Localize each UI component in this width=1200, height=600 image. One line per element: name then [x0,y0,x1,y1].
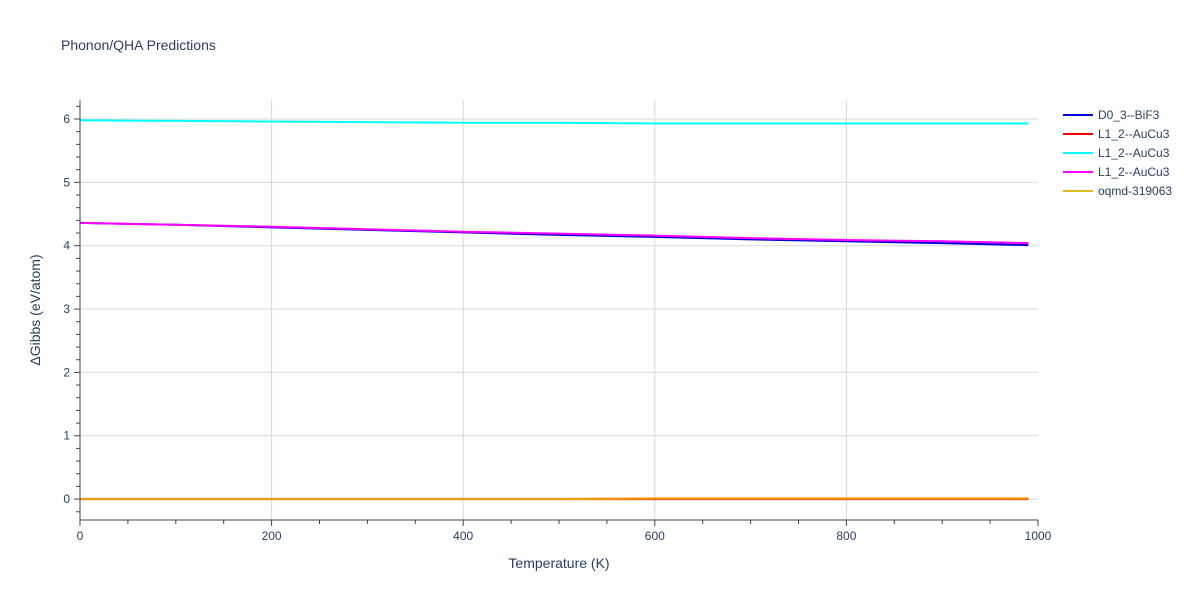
series-line-3 [79,221,1029,245]
series-line-2 [79,119,1029,125]
y-axis-title: ΔGibbs (eV/atom) [27,254,43,365]
legend-item-1[interactable]: L1_2--AuCu3 [1063,127,1170,141]
y-tick-label: 5 [63,175,70,189]
x-tick-label: 1000 [1025,529,1052,543]
legend[interactable]: D0_3--BiF3 L1_2--AuCu3 L1_2--AuCu3 L1_2--Au… [1063,108,1172,198]
series-layer [79,119,1029,501]
chart-title: Phonon/QHA Predictions [61,37,216,53]
series-overlap-line [80,497,1029,500]
x-axis-title: Temperature (K) [508,555,609,571]
x-tick-label: 0 [77,529,84,543]
legend-label[interactable]: L1_2--AuCu3 [1098,165,1170,179]
legend-label[interactable]: L1_2--AuCu3 [1098,127,1170,141]
legend-label[interactable]: L1_2--AuCu3 [1098,146,1170,160]
y-tick-label: 3 [63,302,70,316]
y-tick-label: 0 [63,492,70,506]
axes: 0 200 400 600 800 1000 0 1 2 3 4 5 6 [63,100,1052,543]
legend-label[interactable]: D0_3--BiF3 [1098,108,1160,122]
y-tick-label: 2 [63,365,70,379]
y-tick-label: 1 [63,429,70,443]
x-tick-label: 200 [262,529,282,543]
x-tick-label: 400 [453,529,473,543]
x-tick-label: 800 [836,529,856,543]
legend-item-0[interactable]: D0_3--BiF3 [1063,108,1160,122]
legend-item-3[interactable]: L1_2--AuCu3 [1063,165,1170,179]
legend-label[interactable]: oqmd-319063 [1098,184,1172,198]
legend-item-4[interactable]: oqmd-319063 [1063,184,1172,198]
x-tick-label: 600 [645,529,665,543]
legend-item-2[interactable]: L1_2--AuCu3 [1063,146,1170,160]
y-tick-label: 6 [63,112,70,126]
y-tick-label: 4 [63,239,70,253]
